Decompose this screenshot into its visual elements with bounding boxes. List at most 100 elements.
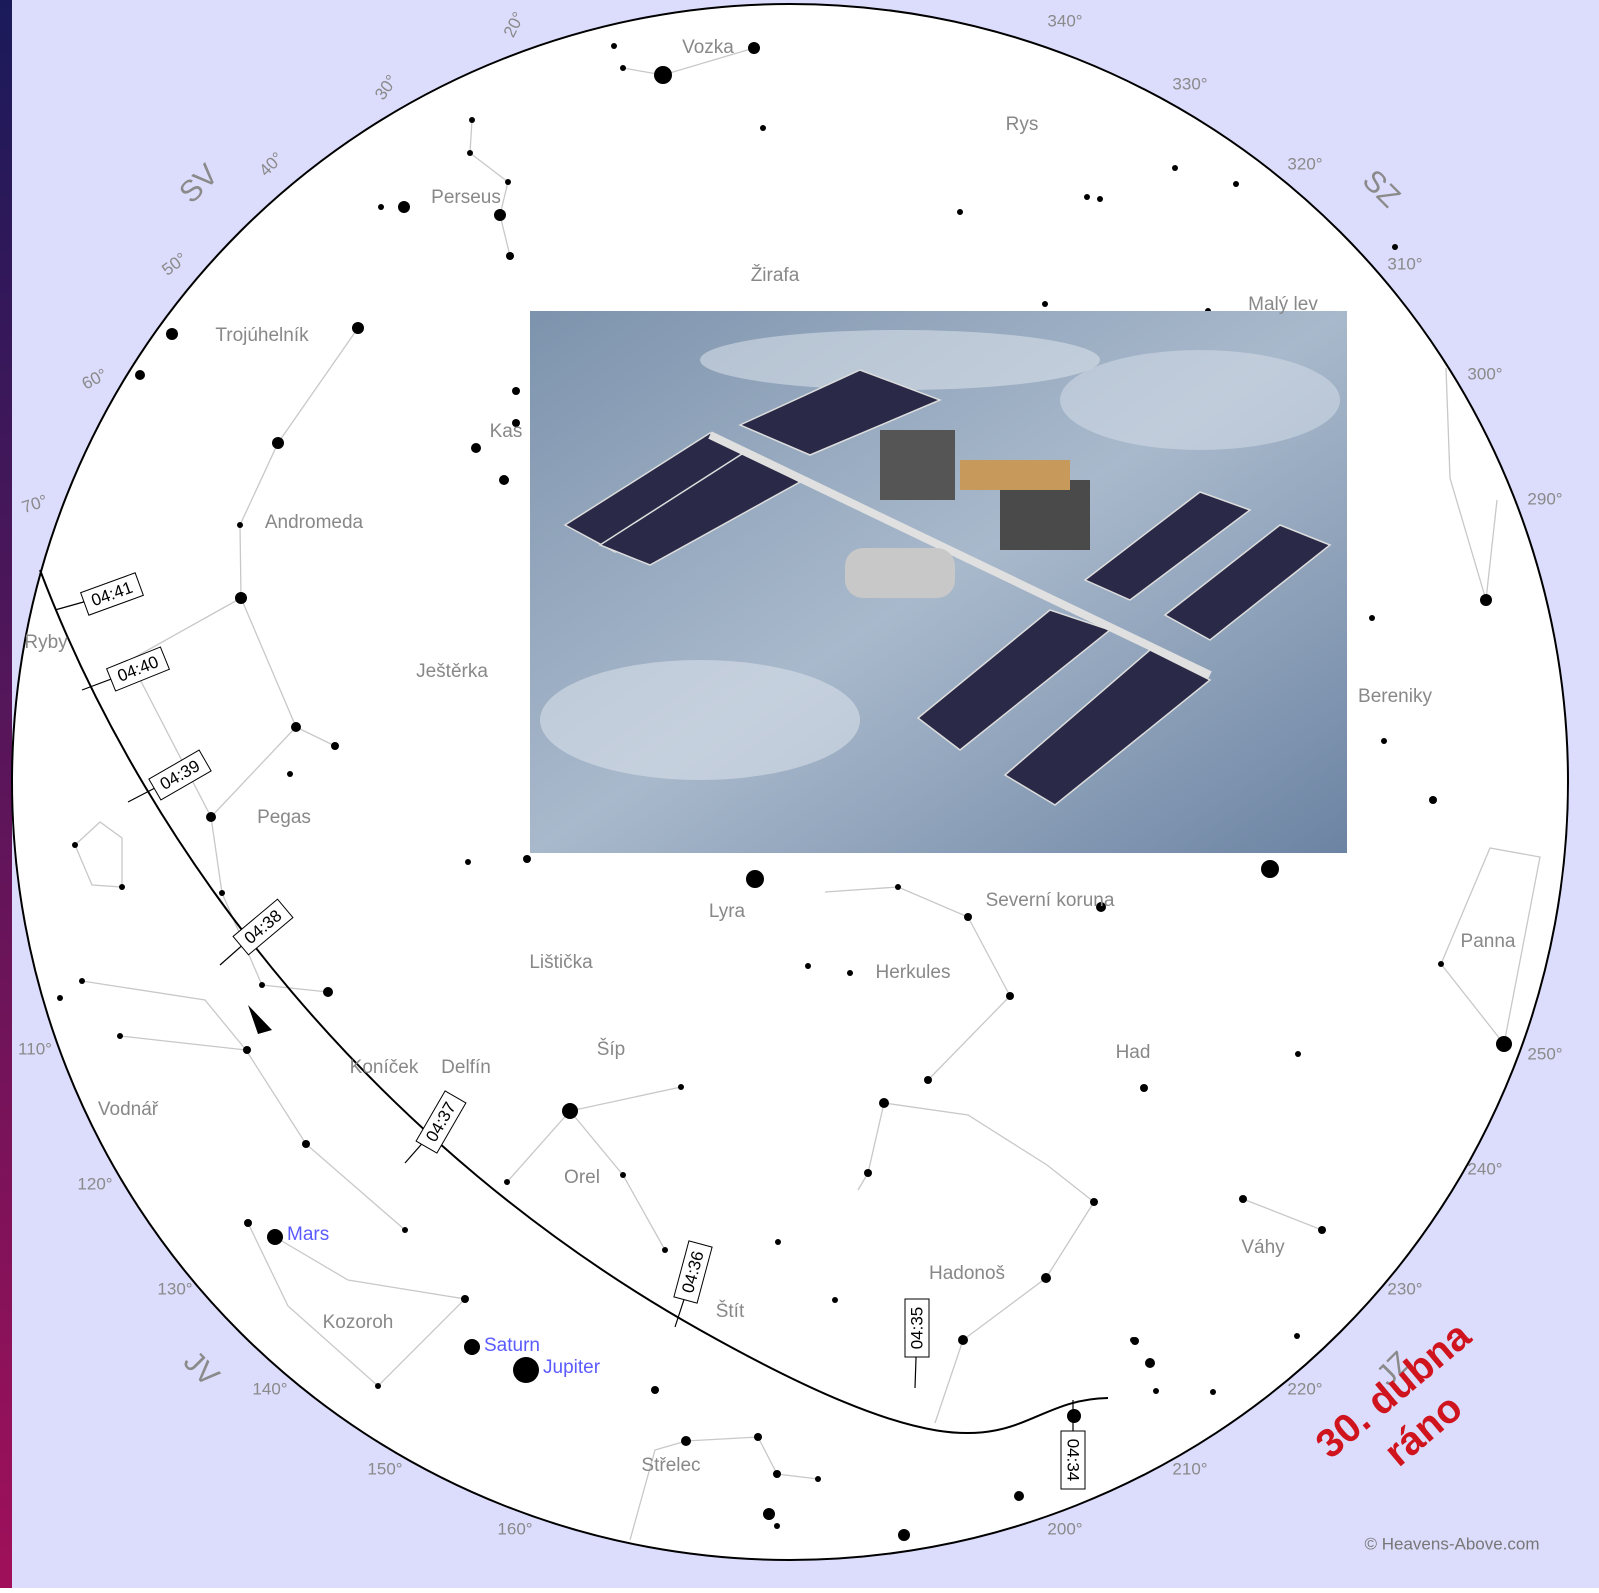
- constellation-name: Pegas: [257, 807, 311, 828]
- star: [1261, 860, 1279, 878]
- star: [763, 1508, 775, 1520]
- star: [375, 1383, 381, 1389]
- star: [654, 66, 672, 84]
- solar-panel: [1163, 524, 1332, 641]
- star: [1295, 1051, 1301, 1057]
- time-box: [105, 646, 171, 692]
- star: [378, 204, 384, 210]
- azimuth-label: 210°: [1172, 1459, 1207, 1478]
- star: [805, 963, 811, 969]
- star: [461, 1295, 469, 1303]
- star: [773, 1470, 781, 1478]
- star: [746, 870, 764, 888]
- star: [219, 890, 225, 896]
- star: [832, 1297, 838, 1303]
- star: [1294, 1333, 1300, 1339]
- cloud: [700, 330, 1100, 390]
- star: [924, 1076, 932, 1084]
- azimuth-label: 320°: [1287, 154, 1322, 173]
- star: [1096, 902, 1106, 912]
- star: [119, 884, 125, 890]
- time-box: [673, 1240, 713, 1304]
- star: [1438, 961, 1444, 967]
- star: [166, 328, 178, 340]
- time-box: [904, 1298, 930, 1358]
- star: [291, 722, 301, 732]
- constellation-name: Panna: [1461, 931, 1516, 952]
- constellation-name: Severní koruna: [986, 890, 1115, 911]
- star: [1172, 165, 1178, 171]
- azimuth-label: 150°: [367, 1459, 402, 1478]
- star: [506, 252, 514, 260]
- star: [323, 987, 333, 997]
- star: [135, 370, 145, 380]
- constellation-name: Vodnář: [98, 1099, 159, 1120]
- azimuth-label: 340°: [1047, 11, 1082, 30]
- azimuth-label: 110°: [18, 1039, 52, 1058]
- star: [662, 1247, 668, 1253]
- azimuth-label: 300°: [1467, 364, 1502, 383]
- star: [272, 437, 284, 449]
- star: [398, 201, 410, 213]
- constellation-name: Rys: [1006, 114, 1039, 135]
- star: [352, 322, 364, 334]
- star: [464, 1339, 480, 1355]
- star: [79, 978, 85, 984]
- azimuth-label: 130°: [157, 1279, 192, 1298]
- star: [1233, 181, 1239, 187]
- star: [402, 1227, 408, 1233]
- star: [499, 475, 509, 485]
- constellation-line: [247, 1222, 467, 1387]
- stars: [57, 42, 1512, 1541]
- star: [775, 1239, 781, 1245]
- constellation-name: Had: [1116, 1042, 1151, 1063]
- star: [1429, 796, 1437, 804]
- radiator: [1000, 480, 1090, 550]
- star: [243, 1046, 251, 1054]
- constellation-line: [1440, 847, 1541, 1046]
- constellation-name: Kozoroh: [323, 1312, 394, 1333]
- constellation-line: [239, 327, 359, 747]
- time-box: [415, 1090, 467, 1154]
- star: [523, 855, 531, 863]
- module: [960, 460, 1070, 490]
- constellation-line: [1445, 367, 1498, 601]
- constellation-line: [569, 1086, 682, 1112]
- star: [512, 419, 520, 427]
- time-box: [80, 572, 144, 616]
- star: [57, 995, 63, 1001]
- star: [331, 742, 339, 750]
- constellation-name: Malý lev: [1248, 294, 1318, 315]
- star: [1090, 1198, 1098, 1206]
- star: [1210, 1389, 1216, 1395]
- star: [1041, 1273, 1051, 1283]
- constellation-name: Kas: [490, 421, 523, 442]
- truss: [708, 431, 1212, 679]
- constellation-line: [74, 821, 123, 888]
- direction-arrow: [248, 1005, 272, 1034]
- constellation-line: [629, 1440, 687, 1541]
- star: [505, 179, 511, 185]
- star: [513, 1357, 539, 1383]
- star: [1006, 992, 1014, 1000]
- constellation-name: Vozka: [682, 37, 734, 58]
- planet-name: Jupiter: [543, 1357, 601, 1378]
- star: [620, 1172, 626, 1178]
- constellation-line: [129, 597, 329, 993]
- azimuth-label: 200°: [1047, 1519, 1082, 1538]
- star: [512, 387, 520, 395]
- star: [237, 522, 243, 528]
- star: [469, 117, 475, 123]
- star: [651, 1386, 659, 1394]
- iss-track: [39, 569, 1109, 1435]
- solar-panel: [738, 369, 943, 456]
- star: [244, 1219, 252, 1227]
- star: [1392, 244, 1398, 250]
- credit: © Heavens-Above.com: [1364, 1534, 1539, 1553]
- constellation-name: Váhy: [1241, 1237, 1285, 1258]
- star: [760, 125, 766, 131]
- constellation-line: [210, 726, 297, 818]
- labels: 20°30°40°50°60°70°110°120°130°140°150°16…: [18, 9, 1563, 1554]
- constellation-name: Andromeda: [265, 512, 364, 533]
